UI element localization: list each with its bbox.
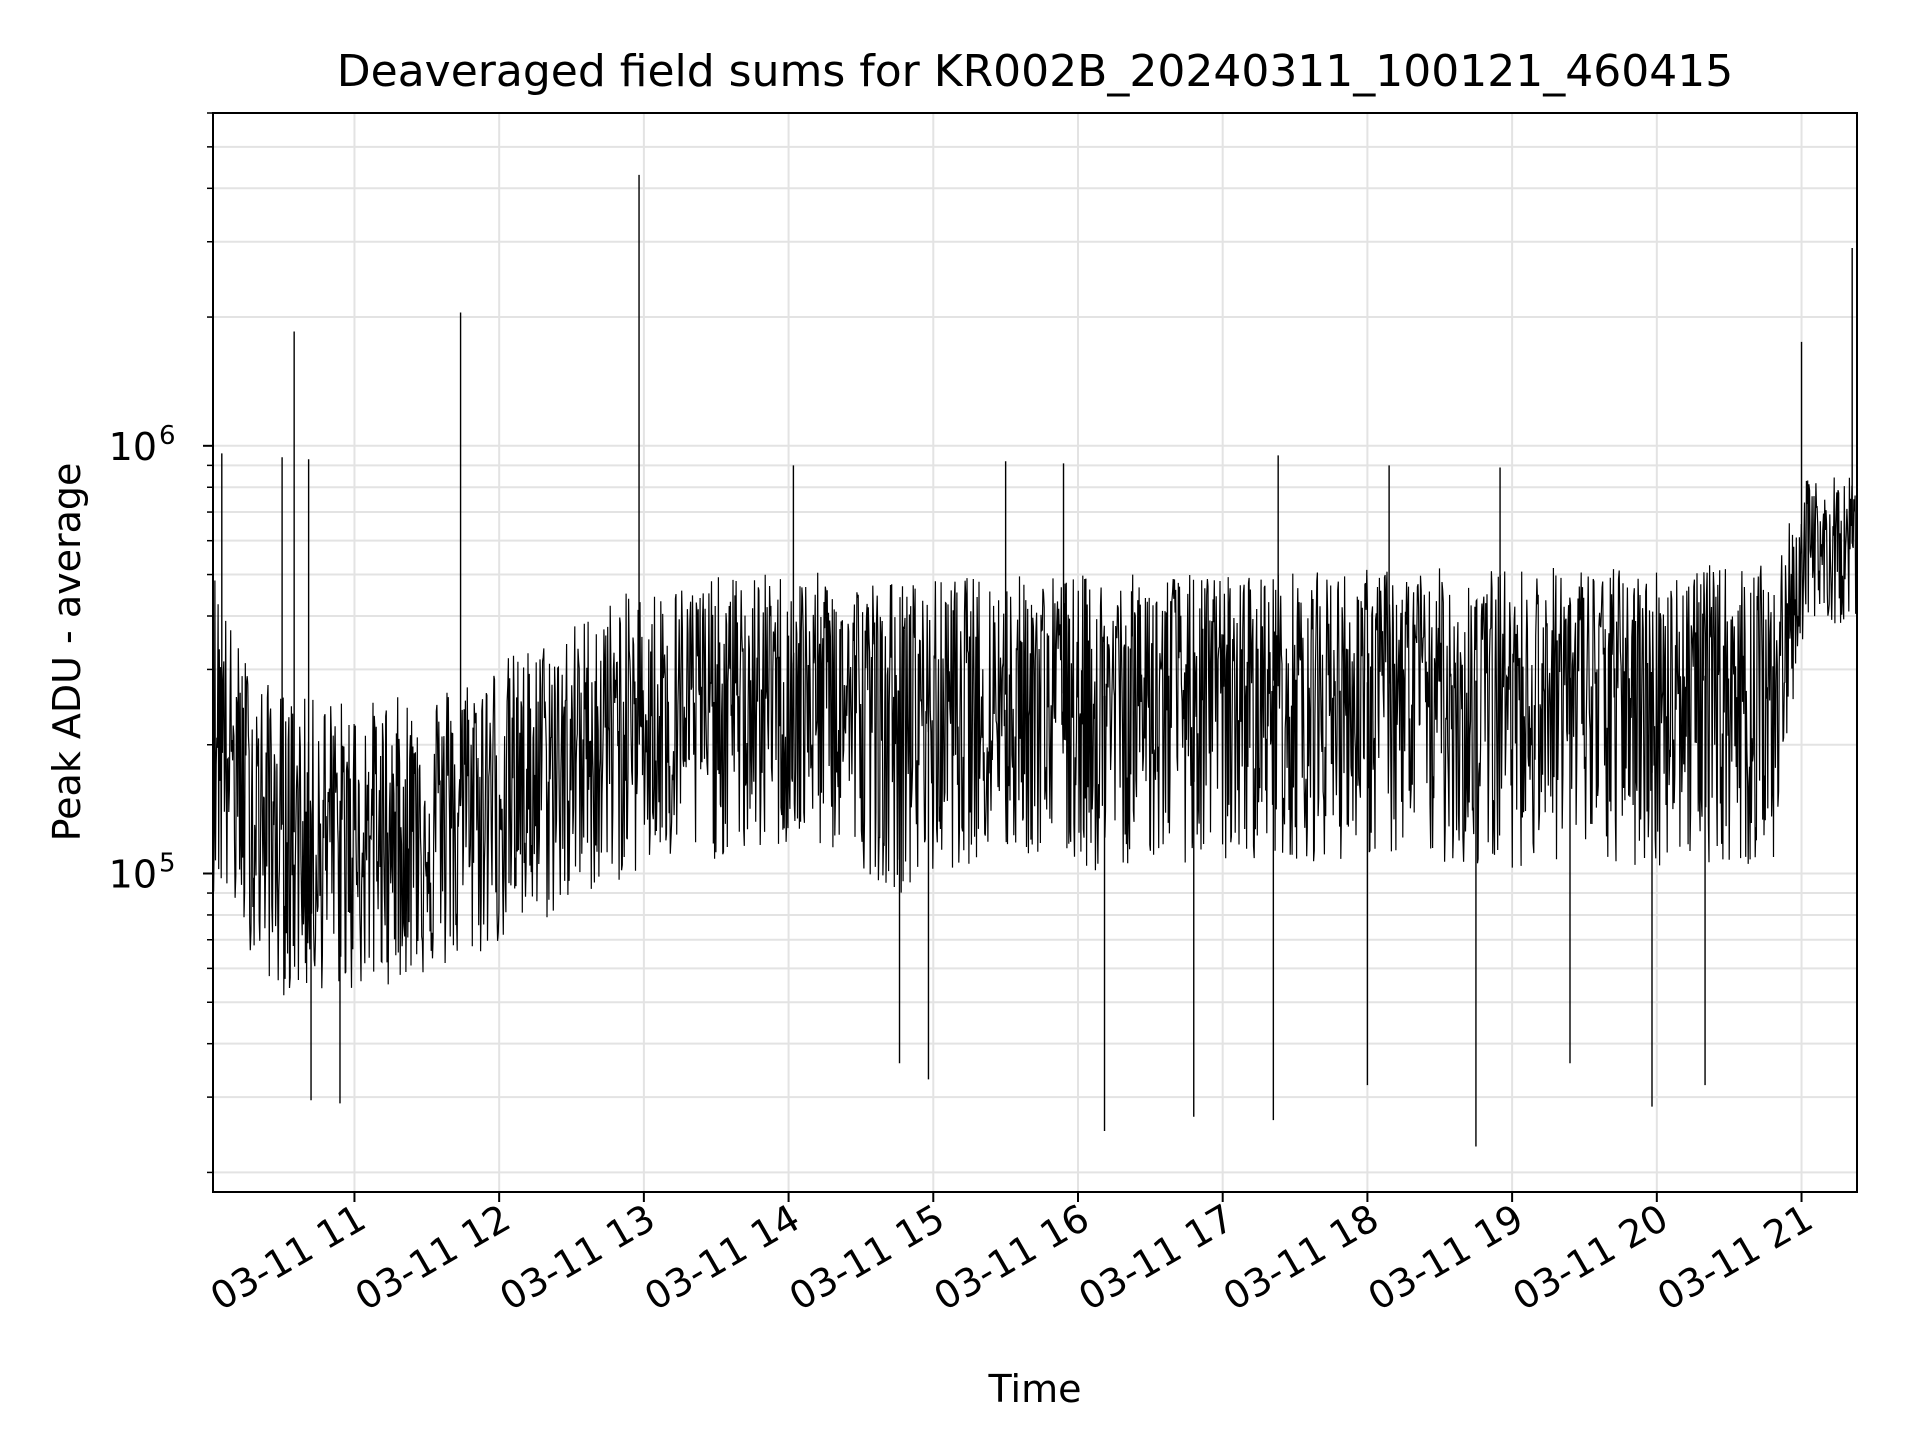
x-axis-label: Time [988, 1367, 1082, 1411]
y-tick-label-exponent: 5 [159, 848, 176, 878]
y-tick-label: 10 [109, 425, 157, 469]
y-axis-label: Peak ADU - average [45, 463, 89, 842]
y-tick-label-exponent: 6 [159, 421, 176, 451]
y-tick-label: 10 [109, 852, 157, 896]
chart-title: Deaveraged field sums for KR002B_2024031… [337, 46, 1733, 97]
chart-figure: 10 510 603-11 1103-11 1203-11 1303-11 1403… [0, 0, 1920, 1440]
